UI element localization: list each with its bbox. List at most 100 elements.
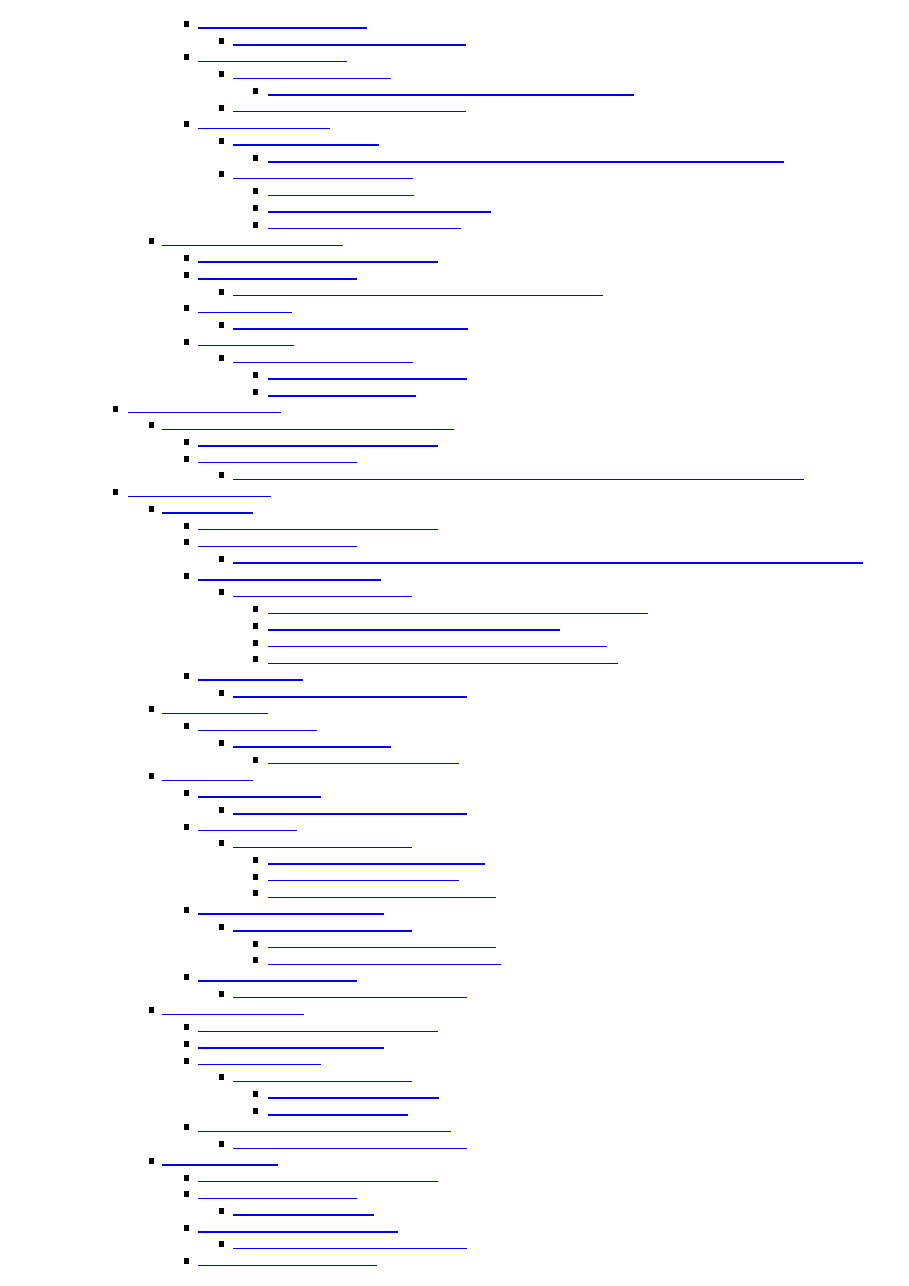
sitemap-link[interactable]	[233, 294, 603, 297]
sitemap-link[interactable]	[198, 278, 357, 280]
sitemap-link[interactable]	[233, 1147, 467, 1149]
square-bullet-icon	[219, 71, 224, 78]
sitemap-link[interactable]	[233, 1214, 374, 1216]
square-bullet-icon	[253, 204, 258, 211]
sitemap-link[interactable]	[198, 579, 381, 581]
list-item	[0, 751, 909, 768]
sitemap-link[interactable]	[233, 696, 467, 698]
sitemap-link[interactable]	[198, 545, 357, 548]
square-bullet-icon	[219, 138, 224, 145]
square-bullet-icon	[253, 388, 258, 395]
sitemap-link[interactable]	[233, 177, 413, 180]
sitemap-link[interactable]	[233, 930, 412, 932]
sitemap-link[interactable]	[268, 763, 459, 765]
sitemap-link[interactable]	[162, 244, 343, 247]
sitemap-link[interactable]	[233, 44, 466, 46]
sitemap-link[interactable]	[198, 1047, 384, 1049]
sitemap-link[interactable]	[268, 612, 648, 614]
sitemap-link[interactable]	[198, 1264, 377, 1266]
sitemap-link[interactable]	[198, 796, 321, 798]
square-bullet-icon	[184, 790, 189, 797]
sitemap-link[interactable]	[233, 1080, 412, 1083]
sitemap-link[interactable]	[162, 512, 253, 514]
sitemap-link[interactable]	[198, 528, 438, 531]
sitemap-link[interactable]	[198, 1063, 321, 1066]
sitemap-link[interactable]	[198, 1231, 398, 1233]
square-bullet-icon	[219, 1141, 224, 1148]
sitemap-link[interactable]	[233, 746, 391, 748]
sitemap-link[interactable]	[198, 729, 317, 731]
sitemap-link[interactable]	[233, 77, 391, 79]
sitemap-link[interactable]	[233, 997, 467, 999]
sitemap-link[interactable]	[198, 311, 292, 313]
list-item	[0, 216, 909, 233]
sitemap-link[interactable]	[233, 110, 466, 113]
sitemap-link[interactable]	[198, 913, 384, 915]
sitemap-link[interactable]	[162, 1164, 278, 1166]
sitemap-link[interactable]	[198, 1180, 438, 1183]
square-bullet-icon	[253, 87, 258, 94]
sitemap-link[interactable]	[233, 1247, 467, 1250]
sitemap-link[interactable]	[198, 679, 303, 681]
sitemap-link[interactable]	[233, 846, 412, 848]
sitemap-link[interactable]	[268, 211, 491, 213]
list-item	[0, 834, 909, 851]
sitemap-link[interactable]	[233, 361, 413, 364]
sitemap-link[interactable]	[162, 712, 268, 715]
sitemap-link[interactable]	[198, 1197, 357, 1200]
square-bullet-icon	[184, 673, 189, 680]
sitemap-link[interactable]	[233, 478, 804, 481]
sitemap-link[interactable]	[268, 228, 461, 230]
sitemap-link[interactable]	[268, 863, 485, 865]
sitemap-link[interactable]	[268, 645, 607, 648]
sitemap-link[interactable]	[268, 896, 496, 899]
sitemap-link[interactable]	[198, 462, 357, 464]
sitemap-link[interactable]	[233, 595, 412, 598]
list-item	[0, 316, 909, 333]
sitemap-link[interactable]	[233, 144, 379, 146]
list-item	[0, 199, 909, 216]
sitemap-link[interactable]	[268, 629, 560, 631]
sitemap-link[interactable]	[128, 411, 281, 414]
sitemap-link[interactable]	[268, 946, 496, 949]
sitemap-link[interactable]	[233, 328, 468, 330]
sitemap-link[interactable]	[268, 662, 618, 665]
sitemap-link[interactable]	[162, 428, 454, 431]
sitemap-link[interactable]	[162, 779, 253, 782]
square-bullet-icon	[184, 305, 189, 312]
sitemap-link[interactable]	[198, 829, 297, 832]
sitemap-link[interactable]	[198, 345, 294, 347]
square-bullet-icon	[184, 823, 189, 830]
sitemap-link[interactable]	[268, 161, 784, 163]
sitemap-link[interactable]	[162, 1013, 304, 1016]
square-bullet-icon	[219, 472, 224, 479]
square-bullet-icon	[184, 1024, 189, 1031]
sitemap-link[interactable]	[198, 60, 347, 63]
sitemap-link[interactable]	[198, 980, 357, 982]
list-item	[0, 717, 909, 734]
sitemap-link[interactable]	[198, 1030, 438, 1032]
sitemap-link[interactable]	[268, 378, 467, 380]
sitemap-link[interactable]	[198, 1130, 451, 1133]
sitemap-link[interactable]	[268, 1114, 408, 1116]
sitemap-link[interactable]	[198, 261, 438, 263]
sitemap-link[interactable]	[233, 813, 467, 815]
list-item	[0, 583, 909, 600]
sitemap-link[interactable]	[198, 27, 367, 29]
sitemap-link[interactable]	[268, 194, 414, 196]
sitemap-link[interactable]	[198, 127, 330, 130]
list-item	[0, 1235, 909, 1252]
list-item	[0, 517, 909, 534]
square-bullet-icon	[113, 405, 118, 412]
list-item	[0, 1185, 909, 1202]
sitemap-link[interactable]	[198, 445, 438, 447]
sitemap-link[interactable]	[268, 1097, 439, 1099]
sitemap-link[interactable]	[268, 395, 416, 397]
list-item	[0, 734, 909, 751]
sitemap-link[interactable]	[268, 94, 634, 96]
sitemap-link[interactable]	[128, 495, 271, 497]
sitemap-link[interactable]	[233, 562, 863, 564]
sitemap-link[interactable]	[268, 963, 501, 966]
sitemap-link[interactable]	[268, 880, 459, 882]
square-bullet-icon	[184, 54, 189, 61]
